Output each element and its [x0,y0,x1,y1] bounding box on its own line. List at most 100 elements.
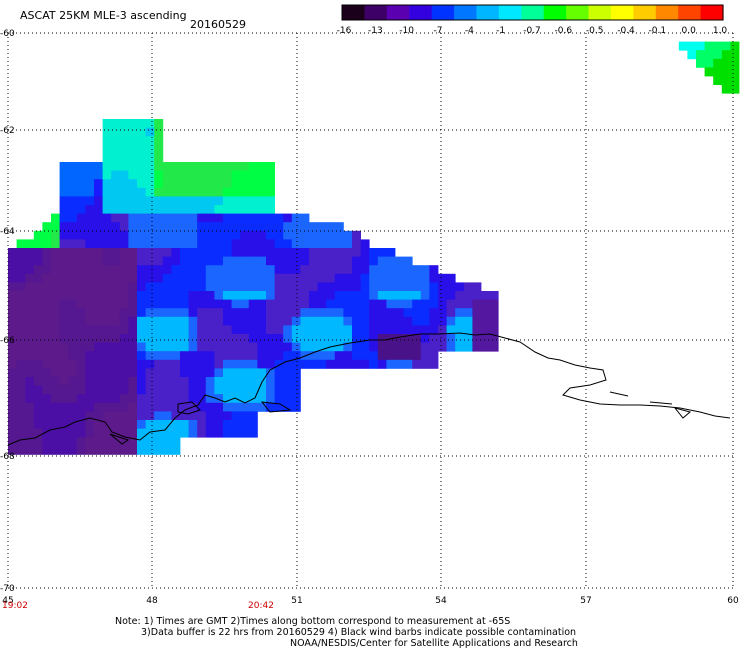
data-cell [300,222,310,232]
data-cell [403,282,413,292]
data-cell [317,256,327,266]
data-cell [16,428,26,438]
data-cell [231,248,241,257]
data-cell [94,368,103,378]
data-cell [214,428,224,438]
data-cell [300,265,310,275]
data-cell [678,41,688,51]
data-cell [197,248,207,257]
data-cell [395,316,404,326]
data-cell [317,265,327,275]
data-cell [25,248,35,257]
data-cell [102,230,112,240]
data-cell [386,273,396,283]
data-cell [317,222,327,232]
data-cell [188,299,198,309]
data-cell [154,179,164,189]
data-cell [85,282,95,292]
data-cell [85,316,95,326]
data-cell [188,411,198,421]
data-cell [102,170,112,180]
data-cell [111,282,121,292]
data-cell [214,316,224,326]
data-cell [429,351,439,361]
data-cell [85,187,95,197]
data-cell [266,273,275,283]
data-cell [145,351,155,361]
data-cell [154,153,164,163]
data-cell [128,402,138,412]
data-cell [197,196,207,206]
data-cell [119,316,129,326]
data-cell [33,342,43,352]
data-cell [8,248,17,257]
data-cell [266,377,275,386]
data-cell [137,127,146,137]
data-cell [16,437,26,447]
data-cell [463,334,473,343]
data-cell [171,230,181,240]
data-cell [481,299,490,309]
data-cell [343,265,353,275]
data-cell [119,265,129,275]
data-cell [76,213,86,223]
data-cell [128,411,138,421]
data-cell [59,420,69,429]
data-cell [403,299,413,309]
data-cell [188,282,198,292]
data-cell [76,359,86,369]
data-cell [231,196,241,206]
data-cell [369,291,379,300]
data-cell [42,437,52,447]
data-cell [59,170,69,180]
data-cell [291,316,301,326]
data-cell [51,273,60,283]
data-cell [171,282,181,292]
data-cell [472,334,482,343]
data-cell [171,334,181,343]
data-cell [343,291,353,300]
data-cell [171,213,181,223]
data-cell [162,351,172,361]
data-cell [352,351,361,361]
data-cell [188,179,198,189]
data-cell [8,428,17,438]
data-cell [33,308,43,318]
data-cell [25,394,35,404]
data-cell [162,230,172,240]
data-cell [85,325,95,335]
data-cell [343,299,353,309]
data-cell [291,342,301,352]
data-cell [188,205,198,214]
data-cell [377,291,387,300]
data-cell [343,248,353,257]
data-cell [154,291,164,300]
data-cell [205,213,215,223]
data-cell [223,256,232,266]
data-cell [154,222,164,232]
data-cell [137,437,146,447]
data-cell [128,256,138,266]
data-cell [68,230,78,240]
data-cell [463,316,473,326]
data-cell [687,50,697,60]
data-cell [154,144,164,154]
data-cell [489,325,499,335]
data-cell [386,291,396,300]
data-cell [171,377,181,386]
data-cell [145,282,155,292]
data-cell [137,205,146,214]
data-cell [111,196,121,206]
data-cell [386,325,396,335]
data-cell [420,282,430,292]
data-cell [171,308,181,318]
data-cell [223,162,232,171]
data-cell [162,359,172,369]
data-cell [145,256,155,266]
data-cell [188,222,198,232]
data-cell [180,420,189,429]
data-cell [231,222,241,232]
data-cell [180,385,189,395]
data-cell [137,334,146,343]
data-cell [162,316,172,326]
